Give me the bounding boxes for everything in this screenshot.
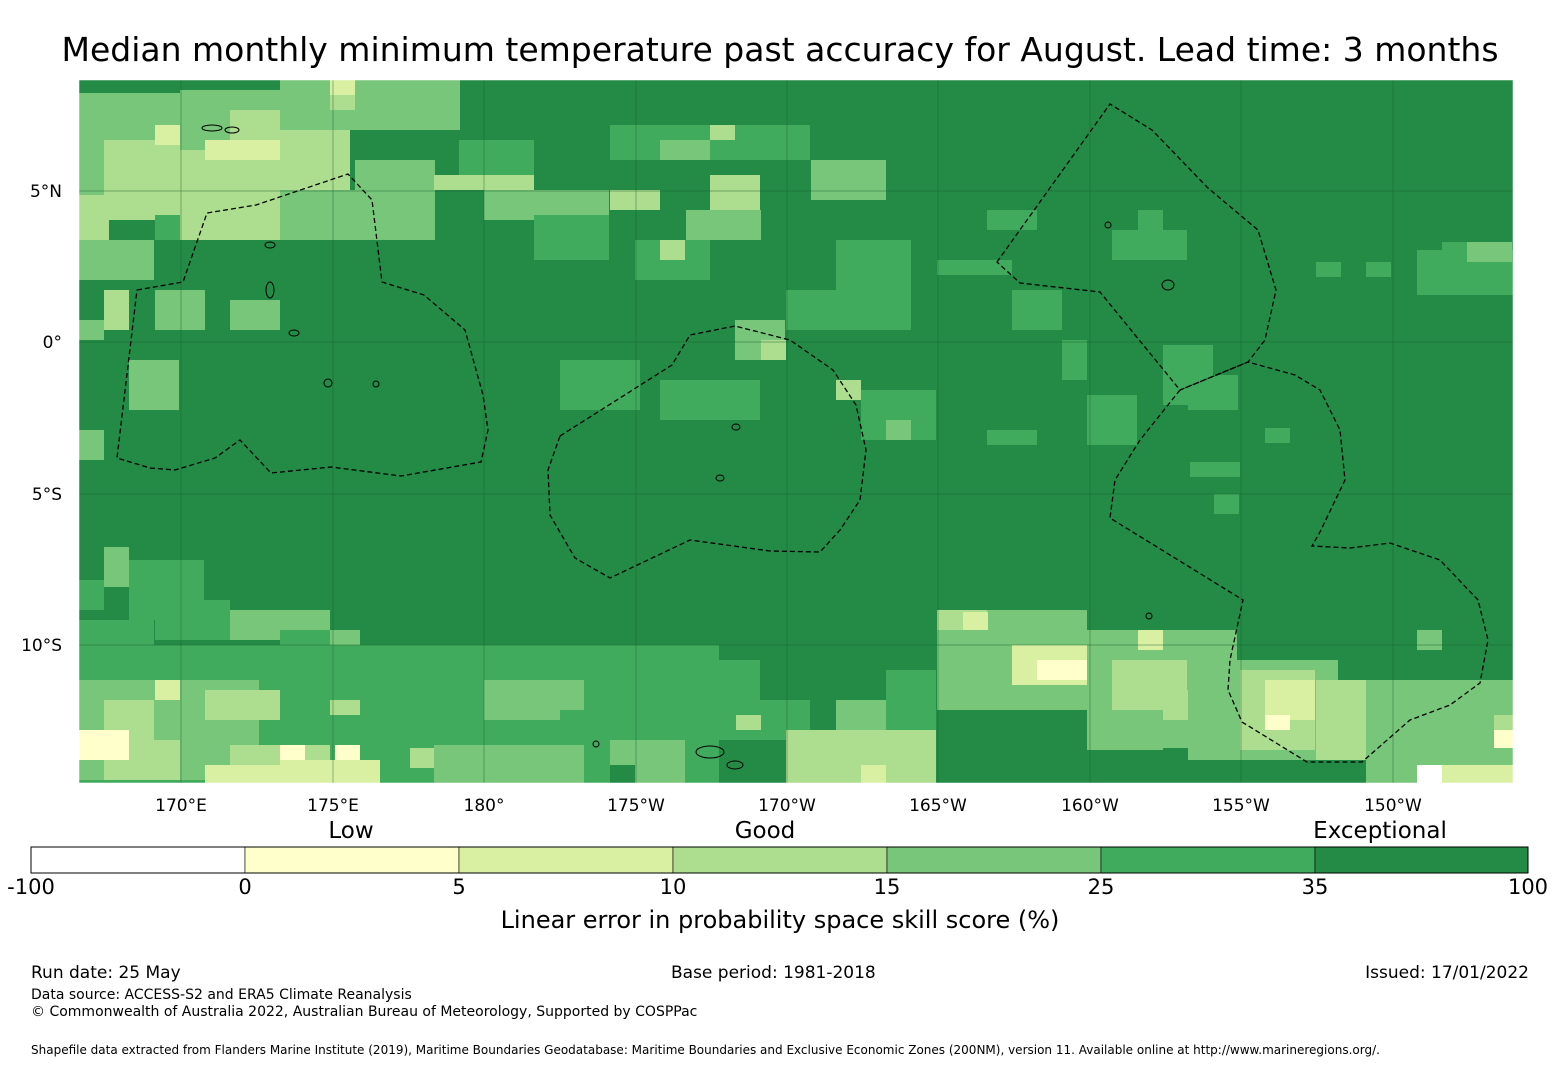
map-title: Median monthly minimum temperature past …: [61, 30, 1499, 69]
lon-tick-label: 170°E: [155, 796, 207, 816]
base-period: Base period: 1981-2018: [671, 963, 876, 983]
lon-tick-label: 150°W: [1364, 796, 1422, 816]
lon-tick-label: 175°W: [607, 796, 665, 816]
lon-tick-label: 155°W: [1212, 796, 1270, 816]
lat-tick-label: 5°N: [30, 182, 62, 202]
category-good: Good: [734, 818, 796, 844]
lat-tick-label: 0°: [43, 333, 62, 353]
lon-tick-label: 160°W: [1061, 796, 1119, 816]
eez-boundary-northeast: [996, 103, 1277, 391]
colorbar-tick: 100: [1507, 875, 1549, 899]
eez-boundary-central: [547, 325, 867, 579]
latitude-labels: 5°N 0° 5°S 10°S: [21, 182, 62, 656]
lon-tick-label: 165°W: [909, 796, 967, 816]
colorbar: [30, 846, 1529, 874]
run-date: Run date: 25 May: [31, 963, 181, 983]
shapefile-credit: Shapefile data extracted from Flanders M…: [31, 1043, 1380, 1057]
lat-tick-label: 10°S: [21, 636, 62, 656]
colorbar-tick: 35: [1301, 875, 1329, 899]
lon-tick-label: 170°W: [758, 796, 816, 816]
colorbar-tick: 15: [873, 875, 901, 899]
colorbar-segment: [244, 846, 460, 874]
islands: [201, 124, 1175, 770]
colorbar-tick: -100: [7, 875, 55, 899]
gridlines: [79, 80, 1513, 783]
data-source: Data source: ACCESS-S2 and ERA5 Climate …: [31, 987, 412, 1003]
colorbar-label: Linear error in probability space skill …: [500, 906, 1060, 934]
colorbar-segment: [1100, 846, 1316, 874]
colorbar-segment: [672, 846, 888, 874]
longitude-labels: 170°E 175°E 180° 175°W 170°W 165°W 160°W 155°W 1…: [155, 796, 1422, 816]
map-area[interactable]: [78, 79, 1514, 784]
colorbar-segment: [458, 846, 674, 874]
colorbar-tick: 5: [452, 875, 466, 899]
colorbar-outline: [30, 846, 1529, 874]
lon-tick-label: 175°E: [307, 796, 359, 816]
eez-boundaries: [116, 103, 1489, 763]
issued-date: Issued: 17/01/2022: [1365, 963, 1529, 983]
map-frame: [78, 79, 1514, 784]
colorbar-tick: 0: [238, 875, 252, 899]
colorbar-segment: [30, 846, 246, 874]
lat-tick-label: 5°S: [32, 485, 62, 505]
eez-boundary-southeast: [1109, 361, 1489, 763]
copyright: © Commonwealth of Australia 2022, Austra…: [31, 1004, 698, 1020]
colorbar-segment: [886, 846, 1102, 874]
skill-patches: [79, 80, 1513, 783]
eez-boundary-west: [116, 173, 489, 477]
lon-tick-label: 180°: [464, 796, 505, 816]
colorbar-segment: [1314, 846, 1529, 874]
colorbar-tick: 10: [659, 875, 687, 899]
category-exceptional: Exceptional: [1313, 818, 1447, 844]
colorbar-tick: 25: [1087, 875, 1115, 899]
category-low: Low: [328, 818, 374, 844]
